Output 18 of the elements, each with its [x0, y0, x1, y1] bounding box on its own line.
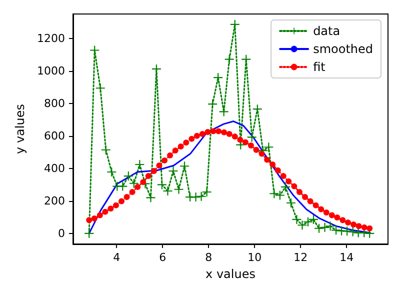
y-tick-label: 0 — [58, 226, 65, 240]
y-tick-label: 800 — [44, 96, 65, 110]
y-tick-label: 200 — [44, 194, 65, 208]
x-tick-label: 10 — [248, 251, 262, 264]
x-tick-label: 12 — [294, 251, 308, 264]
y-tick-label: 1200 — [37, 32, 65, 45]
y-tick-label: 600 — [44, 129, 65, 142]
x-tick-label: 4 — [113, 251, 120, 264]
legend-label: fit — [313, 60, 326, 74]
legend-label: data — [313, 24, 340, 38]
x-axis-title: x values — [206, 267, 256, 281]
x-tick-label: 14 — [340, 251, 354, 264]
x-tick-label: 8 — [205, 251, 212, 264]
y-axis-title: y values — [13, 104, 28, 154]
y-tick-label: 400 — [44, 162, 65, 175]
x-tick-label: 6 — [159, 251, 166, 264]
y-tick-label: 1000 — [37, 64, 65, 78]
legend-label: smoothed — [313, 42, 373, 56]
